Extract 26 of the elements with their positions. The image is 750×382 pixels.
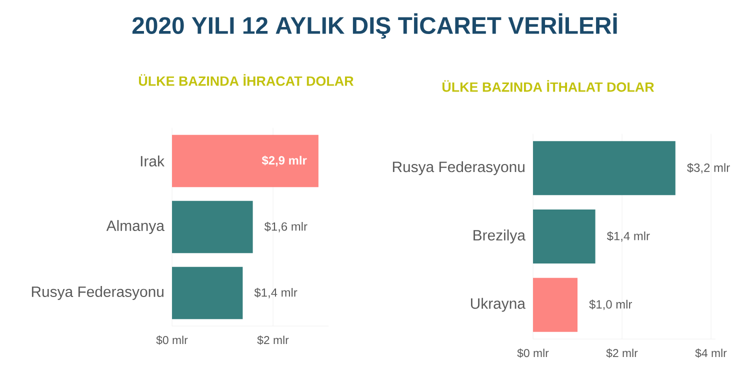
x-tick-label: $2 mlr	[257, 336, 289, 345]
y-tick-label: Ukrayna	[471, 298, 526, 312]
x-tick-label: $0 mlr	[156, 336, 188, 345]
data-label: $1,4 mlr	[606, 231, 650, 242]
data-label: $1,0 mlr	[589, 300, 632, 310]
data-label: $2,9 mlr	[262, 156, 307, 166]
bar	[172, 266, 243, 320]
chart-subtitle: ÜLKE BAZINDA İTHALAT DOLAR	[442, 80, 654, 92]
y-tick-label: Rusya Federasyonu	[32, 286, 164, 300]
y-tick-label: Rusya Federasyonu	[392, 161, 524, 176]
chart-subtitle: ÜLKE BAZINDA İHRACAT DOLAR	[138, 74, 354, 86]
bar	[172, 134, 318, 188]
bar	[533, 210, 596, 264]
x-tick-label: $2 mlr	[606, 348, 638, 358]
x-tick-label: $0 mlr	[517, 348, 549, 358]
x-tick-label: $4 mlr	[695, 348, 727, 358]
y-tick-label: Irak	[140, 156, 164, 166]
bar	[533, 141, 676, 196]
data-label: $1,4 mlr	[254, 288, 298, 298]
data-label: $3,2 mlr	[687, 162, 730, 174]
y-tick-label: Brezilya	[474, 230, 526, 244]
chart-title: 2020 YILI 12 AYLIK DIŞ TİCARET VERİLERİ	[132, 13, 617, 39]
y-tick-label: Almanya	[106, 220, 164, 234]
bar	[172, 200, 253, 254]
data-label: $1,6 mlr	[264, 222, 308, 232]
bar	[533, 278, 578, 332]
